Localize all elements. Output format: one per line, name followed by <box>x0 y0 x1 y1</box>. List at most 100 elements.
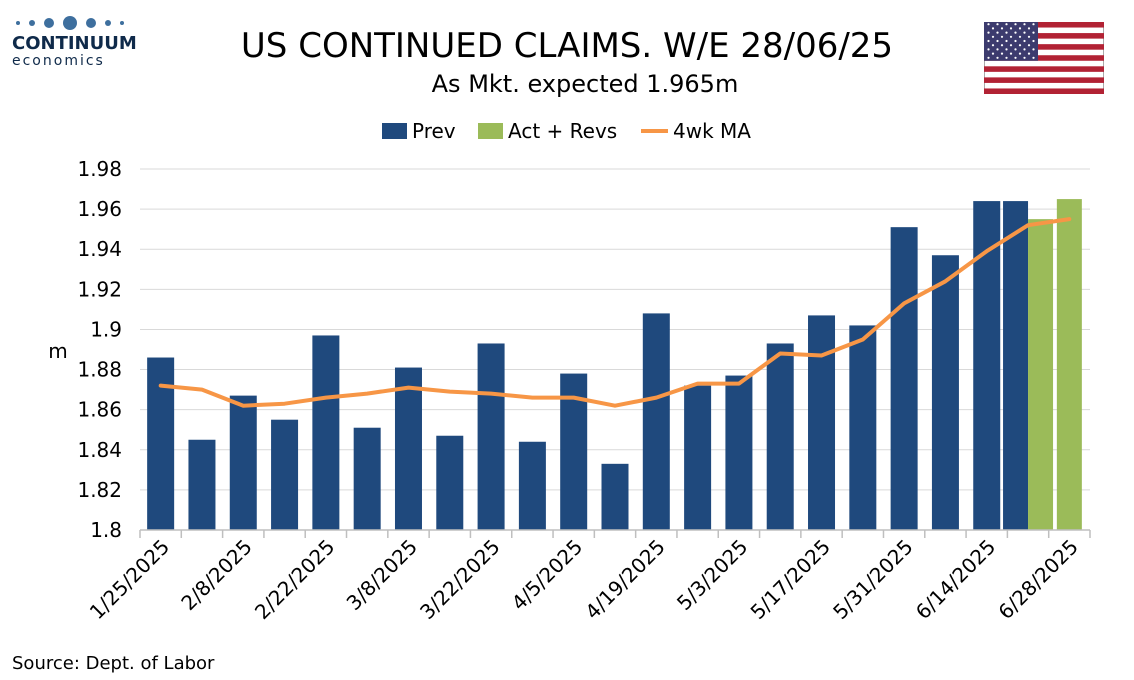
y-axis-label: m <box>48 339 67 363</box>
flag-star <box>1014 56 1017 59</box>
flag-star <box>1032 56 1035 59</box>
bar-prev <box>518 441 546 530</box>
ma-point <box>862 338 864 340</box>
flag-star <box>987 39 990 43</box>
bars <box>147 199 1082 531</box>
x-tick-label: 5/3/2025 <box>672 535 752 615</box>
flag-star <box>991 27 995 30</box>
x-tick-label: 2/8/2025 <box>176 535 256 615</box>
ma-point <box>573 397 575 399</box>
legend-label-ma: 4wk MA <box>673 119 751 143</box>
ma-point <box>1068 218 1070 220</box>
flag-star <box>987 31 990 34</box>
ma-point <box>407 387 409 389</box>
bar-prev <box>312 335 340 530</box>
flag-star <box>1018 52 1022 55</box>
flag-star <box>1027 35 1031 38</box>
flag-star <box>1018 44 1022 47</box>
x-tick-label: 3/22/2025 <box>415 535 504 624</box>
ma-point <box>284 403 286 405</box>
x-tick-label: 6/14/2025 <box>911 535 1000 624</box>
flag-star <box>1027 27 1031 30</box>
y-tick-label: 1.92 <box>77 277 122 301</box>
bar-prev <box>601 463 629 530</box>
logo-wordmark: CONTINUUM <box>12 33 137 54</box>
flag-star <box>1023 56 1026 59</box>
y-tick-label: 1.86 <box>77 398 122 422</box>
bar-prev <box>353 427 381 530</box>
ma-point <box>779 353 781 355</box>
ma-line-layer <box>158 217 1072 408</box>
logo-dots <box>12 14 132 32</box>
flag-star <box>987 23 990 26</box>
ma-point <box>821 355 823 357</box>
flag-star <box>1000 27 1004 30</box>
ma-point <box>614 405 616 407</box>
flag-star <box>996 39 999 43</box>
bar-act-revs <box>1056 199 1082 531</box>
logo-dot <box>86 18 96 28</box>
bar-prev <box>849 325 877 530</box>
flag-star <box>1032 48 1035 51</box>
bar-prev <box>229 395 257 530</box>
flag-star <box>1014 39 1017 43</box>
ma-point <box>160 385 162 387</box>
flag-star <box>1000 44 1004 47</box>
bar-prev <box>808 315 836 530</box>
flag-star <box>996 31 999 34</box>
flag-star <box>1000 35 1004 38</box>
x-tick-label: 5/31/2025 <box>828 535 917 624</box>
logo-dot <box>44 18 54 28</box>
ma-point <box>242 405 244 407</box>
flag-star <box>1018 27 1022 30</box>
legend-swatch-prev <box>382 123 407 139</box>
ma-point <box>531 397 533 399</box>
flag-star <box>996 56 999 59</box>
flag-star <box>1009 44 1013 47</box>
flag-star <box>991 35 995 38</box>
y-tick-label: 1.94 <box>77 237 122 261</box>
bar-prev <box>147 357 175 530</box>
flag-star <box>1027 44 1031 47</box>
source-note: Source: Dept. of Labor <box>12 653 215 674</box>
y-tick-label: 1.9 <box>90 317 122 341</box>
x-tick-label: 4/5/2025 <box>507 535 587 615</box>
chart-subtitle: As Mkt. expected 1.965m <box>431 70 739 98</box>
us-flag-icon <box>984 22 1104 94</box>
flag-star <box>1023 31 1026 34</box>
flag-star <box>987 56 990 59</box>
x-tick-label: 1/25/2025 <box>85 535 174 624</box>
flag-star <box>1005 23 1008 26</box>
gridlines <box>140 168 1090 491</box>
x-tick-label: 2/22/2025 <box>250 535 339 624</box>
bar-prev <box>642 313 670 530</box>
continuum-logo: CONTINUUM economics <box>12 14 137 69</box>
flag-star <box>1005 31 1008 34</box>
flag-star <box>1023 39 1026 43</box>
x-tick-label: 3/8/2025 <box>342 535 422 615</box>
flag-star <box>1027 52 1031 55</box>
bar-prev <box>436 435 464 530</box>
x-tick-label: 5/17/2025 <box>746 535 835 624</box>
flag-star <box>987 48 990 51</box>
ma-point <box>366 393 368 395</box>
bar-prev <box>725 375 753 530</box>
bar-prev <box>271 419 299 530</box>
flag-star <box>1032 39 1035 43</box>
x-tick-label: 6/28/2025 <box>993 535 1082 624</box>
flag-star <box>1014 48 1017 51</box>
bar-prev <box>890 227 918 530</box>
flag-star <box>1005 48 1008 51</box>
bar-act-revs <box>1028 219 1054 530</box>
flag-star <box>1032 31 1035 34</box>
legend: Prev Act + Revs 4wk MA <box>382 119 751 143</box>
bar-prev <box>931 255 959 530</box>
chart-title: US CONTINUED CLAIMS. W/E 28/06/25 <box>240 26 894 66</box>
ma-point <box>201 389 203 391</box>
ma-point <box>903 302 905 304</box>
ma-point <box>655 397 657 399</box>
logo-subtitle: economics <box>12 53 105 69</box>
flag-star <box>1000 52 1004 55</box>
flag-star <box>1009 52 1013 55</box>
flag-star <box>991 44 995 47</box>
